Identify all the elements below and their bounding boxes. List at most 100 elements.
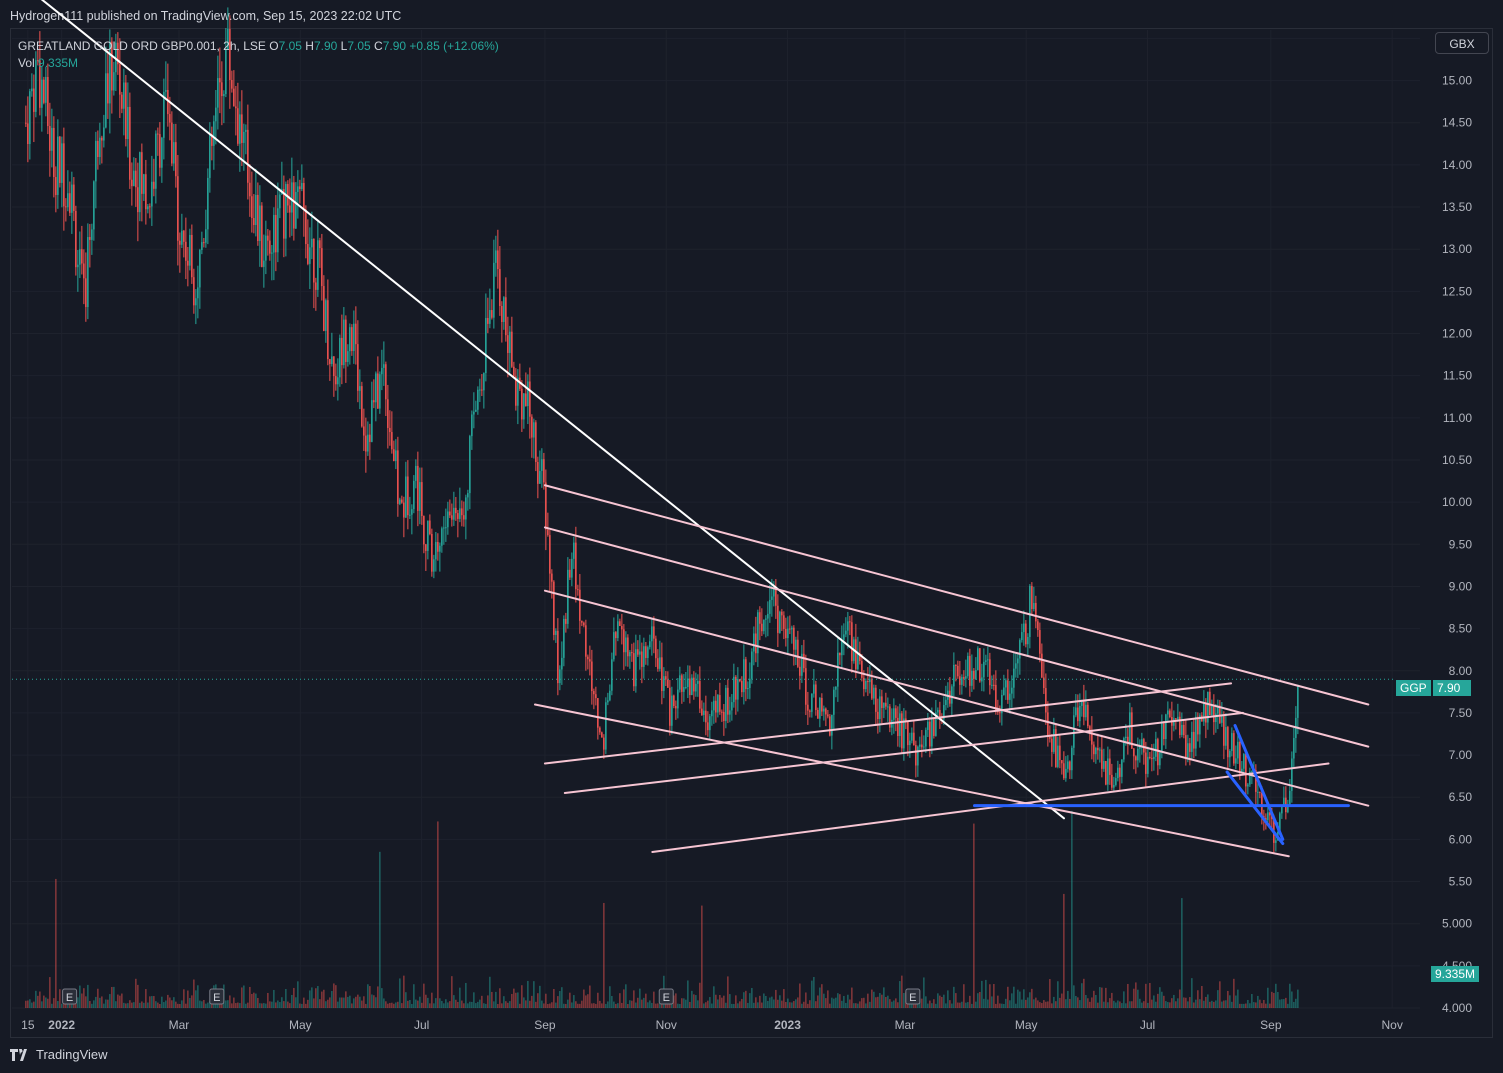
volume-bar	[541, 1000, 543, 1008]
candle-body	[375, 373, 377, 403]
currency-button[interactable]: GBX	[1435, 32, 1489, 54]
chart-pane[interactable]	[10, 28, 1493, 1038]
trendline-channel-lower	[533, 703, 1290, 858]
volume-bar	[1189, 997, 1191, 1008]
candle-body	[1187, 743, 1189, 758]
candle-body	[1211, 705, 1213, 716]
candle-body	[419, 482, 421, 511]
volume-bar	[571, 1002, 573, 1008]
volume-bar	[151, 996, 153, 1008]
volume-bar	[485, 1003, 487, 1008]
candle-body	[897, 717, 899, 736]
candle-body	[607, 700, 609, 703]
volume-bar	[473, 992, 475, 1008]
volume-bar	[809, 1000, 811, 1008]
volume-label[interactable]: Vol	[18, 56, 35, 70]
candle-body	[483, 373, 485, 391]
volume-bar	[869, 1001, 871, 1008]
volume-bar	[167, 994, 169, 1008]
volume-bar	[1063, 893, 1065, 1008]
volume-bar	[1215, 1000, 1217, 1008]
candle-body	[487, 318, 489, 324]
candle-body	[571, 558, 573, 578]
candle-body	[443, 527, 445, 529]
volume-bar	[871, 989, 873, 1008]
candle-body	[435, 542, 437, 560]
volume-bar	[337, 1001, 339, 1008]
volume-bar	[433, 1003, 435, 1008]
volume-bar	[765, 996, 767, 1008]
candle-body	[145, 174, 147, 210]
volume-bar	[577, 1003, 579, 1008]
volume-bar	[517, 992, 519, 1008]
candle-body	[39, 60, 41, 108]
volume-bar	[707, 1000, 709, 1008]
candle-body	[1133, 748, 1135, 757]
volume-bar	[797, 997, 799, 1008]
candle-body	[995, 684, 997, 712]
candle-body	[609, 690, 611, 701]
candle-body	[569, 569, 571, 578]
volume-bar	[171, 1000, 173, 1008]
volume-bar	[1145, 983, 1147, 1008]
candle-body	[447, 511, 449, 528]
candle-body	[663, 676, 665, 691]
candle-body	[193, 277, 195, 306]
candle-body	[333, 356, 335, 377]
candle-body	[677, 689, 679, 709]
volume-bar	[657, 1003, 659, 1008]
candle-body	[421, 482, 423, 517]
volume-bar	[1049, 979, 1051, 1008]
volume-bar	[1071, 810, 1073, 1008]
candle-body	[105, 73, 107, 128]
volume-bar	[551, 1002, 553, 1008]
candle-body	[103, 127, 105, 141]
candle-body	[369, 434, 371, 442]
volume-bar	[1111, 992, 1113, 1008]
volume-bar	[155, 1001, 157, 1008]
volume-bar	[1153, 995, 1155, 1008]
volume-bar	[697, 1000, 699, 1008]
volume-bar	[829, 1003, 831, 1008]
volume-bar	[1059, 997, 1061, 1008]
volume-bar	[889, 999, 891, 1008]
volume-bar	[203, 999, 205, 1008]
candle-body	[1123, 738, 1125, 760]
candle-body	[723, 711, 725, 721]
volume-bar	[169, 997, 171, 1008]
candle-body	[191, 234, 193, 278]
candle-body	[45, 77, 47, 103]
candle-body	[961, 677, 963, 685]
candle-body	[763, 619, 765, 632]
candle-body	[227, 29, 229, 50]
volume-bar	[423, 983, 425, 1008]
volume-bar	[561, 987, 563, 1008]
candle-body	[1213, 705, 1215, 723]
volume-bar	[1149, 982, 1151, 1008]
volume-bar	[543, 1003, 545, 1008]
candle-body	[657, 658, 659, 669]
candle-body	[343, 319, 345, 366]
candle-body	[479, 389, 481, 391]
candle-body	[497, 250, 499, 270]
volume-bar	[1023, 989, 1025, 1008]
volume-bar	[101, 996, 103, 1008]
candle-body	[475, 409, 477, 412]
candle-body	[407, 476, 409, 516]
volume-bar	[1123, 991, 1125, 1008]
volume-bar	[237, 1002, 239, 1008]
candle-body	[167, 90, 169, 115]
volume-bar	[119, 995, 121, 1008]
candle-body	[457, 513, 459, 519]
candle-body	[175, 142, 177, 177]
candle-body	[791, 627, 793, 630]
symbol-description[interactable]: GREATLAND GOLD ORD GBP0.001, 2h, LSE	[18, 39, 266, 53]
volume-bar	[1143, 1001, 1145, 1008]
candle-body	[185, 241, 187, 261]
candle-body	[635, 649, 637, 687]
candle-body	[137, 187, 139, 213]
tradingview-footer[interactable]: TradingView	[10, 1047, 108, 1062]
volume-bar	[1221, 1001, 1223, 1008]
candle-body	[1025, 623, 1027, 645]
